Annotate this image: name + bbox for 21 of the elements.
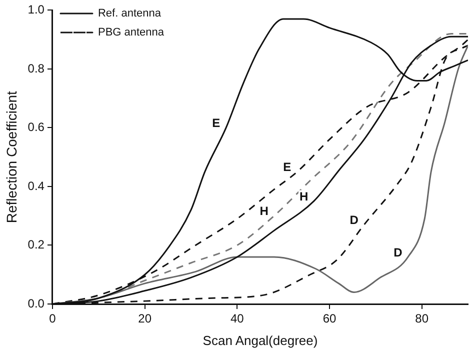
x-tick-label: 40 [230, 312, 244, 326]
y-tick-label: 0.6 [28, 120, 45, 134]
x-axis-title: Scan Angal(degree) [202, 332, 318, 348]
x-tick-label: 20 [138, 312, 152, 326]
legend-label: Ref. antenna [98, 8, 162, 20]
x-tick-label: 0 [49, 312, 56, 326]
y-tick-label: 1.0 [28, 2, 45, 17]
x-tick-label: 60 [322, 312, 336, 326]
legend-label: PBG antenna [98, 26, 165, 39]
annotation: D [394, 245, 403, 260]
annotation: H [260, 204, 268, 218]
y-tick-label: 0.4 [28, 178, 45, 193]
annotation: D [350, 212, 359, 227]
annotation: E [212, 116, 220, 130]
y-axis-title: Reflection Coefficient [3, 90, 20, 224]
x-tick-label: 80 [415, 312, 429, 326]
y-tick-label: 0.0 [28, 296, 45, 310]
y-tick-label: 0.2 [28, 238, 45, 252]
y-tick-label: 0.8 [28, 61, 45, 76]
annotation: H [299, 189, 308, 204]
annotation: E [283, 160, 292, 174]
